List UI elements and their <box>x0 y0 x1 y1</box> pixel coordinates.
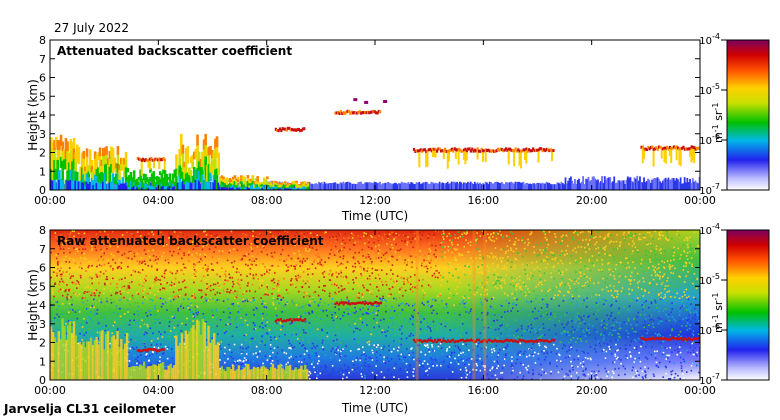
colorbar-tick-label: 10-4 <box>699 32 720 47</box>
colorbar-tick-label: 10-7 <box>699 372 720 387</box>
y-tick-label: 4 <box>39 299 46 312</box>
colorbar-label: m-1 sr-1 <box>711 103 725 143</box>
colorbar-bottom: 10-410-510-610-7m-1 sr-1 <box>699 222 770 387</box>
x-tick-label: 00:00 <box>684 384 716 397</box>
x-tick-label: 04:00 <box>142 194 174 207</box>
y-tick-label: 7 <box>39 53 46 66</box>
date-label: 27 July 2022 <box>54 21 129 35</box>
colorbar-tick-label: 10-5 <box>699 272 720 287</box>
x-tick-label: 00:00 <box>34 384 66 397</box>
y-tick-label: 6 <box>39 262 46 275</box>
x-tick-label: 16:00 <box>467 384 499 397</box>
x-tick-label: 08:00 <box>251 194 283 207</box>
x-tick-label: 00:00 <box>34 194 66 207</box>
colorbar-tick-label: 10-5 <box>699 82 720 97</box>
x-tick-label: 00:00 <box>684 194 716 207</box>
site-label: Jarvselja CL31 ceilometer <box>3 402 176 416</box>
x-tick-label: 12:00 <box>359 194 391 207</box>
y-tick-label: 2 <box>39 337 46 350</box>
x-tick-label: 20:00 <box>576 194 608 207</box>
y-tick-label: 5 <box>39 280 46 293</box>
y-tick-label: 0 <box>39 374 46 387</box>
y-tick-label: 0 <box>39 184 46 197</box>
colorbar-gradient <box>726 229 770 381</box>
x-tick-label: 12:00 <box>359 384 391 397</box>
y-tick-label: 7 <box>39 243 46 256</box>
panel-title: Attenuated backscatter coefficient <box>57 44 292 58</box>
y-tick-label: 8 <box>39 224 46 237</box>
raw-backscatter-panel: Raw attenuated backscatter coefficient 0… <box>26 224 716 415</box>
y-tick-label: 6 <box>39 72 46 85</box>
colorbar-top: 10-410-510-610-7m-1 sr-1 <box>699 32 770 197</box>
backscatter-image <box>50 98 700 190</box>
y-axis-label: Height (km) <box>26 269 40 340</box>
y-axis-label: Height (km) <box>26 79 40 150</box>
y-tick-label: 1 <box>39 355 46 368</box>
colorbar-tick-label: 10-4 <box>699 222 720 237</box>
raw-backscatter-image <box>50 230 700 380</box>
x-tick-label: 16:00 <box>467 194 499 207</box>
x-tick-label: 20:00 <box>576 384 608 397</box>
x-tick-label: 04:00 <box>142 384 174 397</box>
colorbar-label: m-1 sr-1 <box>711 293 725 333</box>
colorbar-tick-label: 10-7 <box>699 182 720 197</box>
panel-title: Raw attenuated backscatter coefficient <box>57 234 324 248</box>
y-tick-label: 3 <box>39 318 46 331</box>
x-tick-label: 08:00 <box>251 384 283 397</box>
y-tick-label: 5 <box>39 90 46 103</box>
x-axis-label: Time (UTC) <box>341 209 408 223</box>
y-tick-label: 4 <box>39 109 46 122</box>
x-axis-label: Time (UTC) <box>341 401 408 415</box>
colorbar-gradient <box>726 39 770 191</box>
y-tick-label: 8 <box>39 34 46 47</box>
y-tick-label: 2 <box>39 147 46 160</box>
y-tick-label: 1 <box>39 165 46 178</box>
y-tick-label: 3 <box>39 128 46 141</box>
backscatter-panel: Attenuated backscatter coefficient 0 1 2 3 4… <box>26 34 716 223</box>
